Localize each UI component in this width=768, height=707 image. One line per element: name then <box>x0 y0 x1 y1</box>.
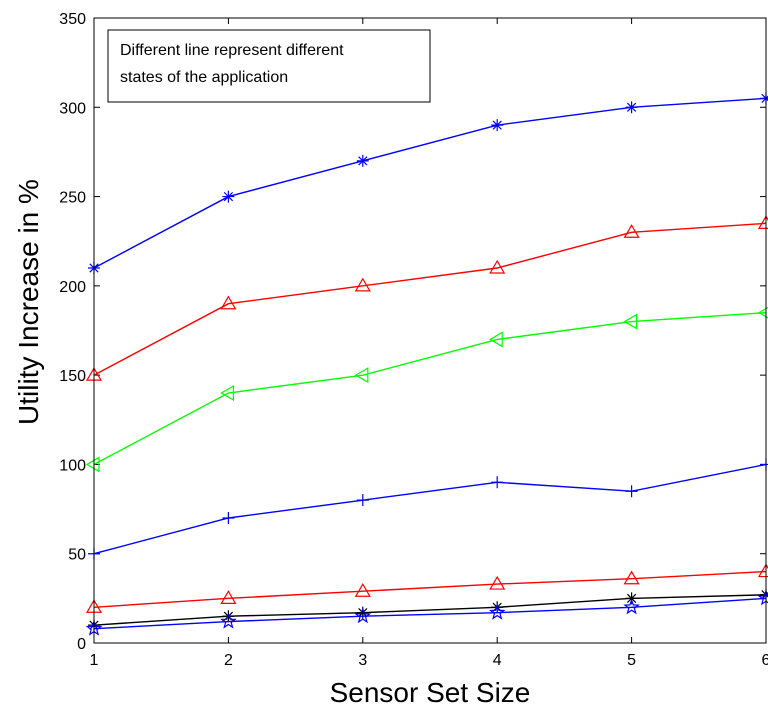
series-3 <box>85 306 768 473</box>
data-point <box>760 92 768 105</box>
series-line <box>93 311 767 466</box>
x-tick-label: 1 <box>90 652 99 669</box>
data-point <box>222 512 235 524</box>
data-point <box>354 367 369 384</box>
data-point <box>625 592 638 605</box>
data-point <box>489 331 503 348</box>
data-point <box>222 190 235 203</box>
plot-area-frame <box>93 17 767 644</box>
series-6 <box>88 588 768 632</box>
series-line <box>93 570 767 608</box>
series-1 <box>88 92 768 274</box>
series-line <box>93 97 767 269</box>
x-tick-label: 5 <box>627 652 636 669</box>
y-tick-label: 250 <box>59 190 86 207</box>
series-2 <box>85 215 768 381</box>
x-tick-label: 6 <box>762 652 768 669</box>
series-line <box>93 597 767 630</box>
annotation-box: Different line represent different state… <box>107 29 431 103</box>
x-tick-label: 2 <box>224 652 233 669</box>
series-layer <box>85 92 768 636</box>
data-point <box>623 313 638 330</box>
annotation-line-2: states of the application <box>120 69 288 86</box>
axis-ticks <box>93 17 767 644</box>
data-point <box>757 306 768 319</box>
data-point <box>489 259 506 274</box>
x-tick-label: 3 <box>358 652 367 669</box>
annotation-line-1: Different line represent different <box>120 42 344 59</box>
data-point <box>85 456 100 473</box>
data-point <box>354 277 371 292</box>
data-point <box>623 570 640 585</box>
x-tick-label: 4 <box>493 652 502 669</box>
series-4 <box>88 458 768 560</box>
data-point <box>491 476 504 489</box>
data-point <box>220 590 237 604</box>
data-point <box>491 119 504 132</box>
series-5 <box>85 563 768 613</box>
series-7 <box>85 589 768 636</box>
data-point <box>356 154 369 167</box>
data-point <box>356 494 369 507</box>
y-tick-label: 0 <box>77 636 86 653</box>
data-point <box>625 101 638 114</box>
y-tick-label: 100 <box>59 457 86 474</box>
data-point <box>623 598 640 615</box>
series-line <box>93 463 767 555</box>
y-tick-label: 200 <box>59 279 86 296</box>
data-point <box>356 606 369 619</box>
y-tick-label: 50 <box>68 547 86 564</box>
data-point <box>354 583 371 597</box>
y-tick-label: 300 <box>59 100 86 117</box>
y-tick-label: 350 <box>59 11 86 28</box>
series-line <box>93 222 767 376</box>
data-point <box>488 603 506 620</box>
y-tick-label: 150 <box>59 368 86 385</box>
data-point <box>625 485 638 498</box>
x-axis-label: Sensor Set Size <box>330 677 531 707</box>
data-point <box>220 612 237 629</box>
data-point <box>220 295 237 310</box>
annotation-frame <box>107 29 431 103</box>
data-point <box>757 215 768 229</box>
data-point <box>757 563 768 578</box>
y-axis-label: Utility Increase in % <box>13 179 44 425</box>
data-point <box>354 607 372 624</box>
series-line <box>93 594 767 626</box>
data-point <box>220 384 234 402</box>
data-point <box>489 575 506 590</box>
axis-tick-labels: 1 2 3 4 5 6 0 50 100 150 200 250 300 350 <box>59 11 768 669</box>
data-point <box>760 458 768 471</box>
data-point <box>623 224 640 238</box>
